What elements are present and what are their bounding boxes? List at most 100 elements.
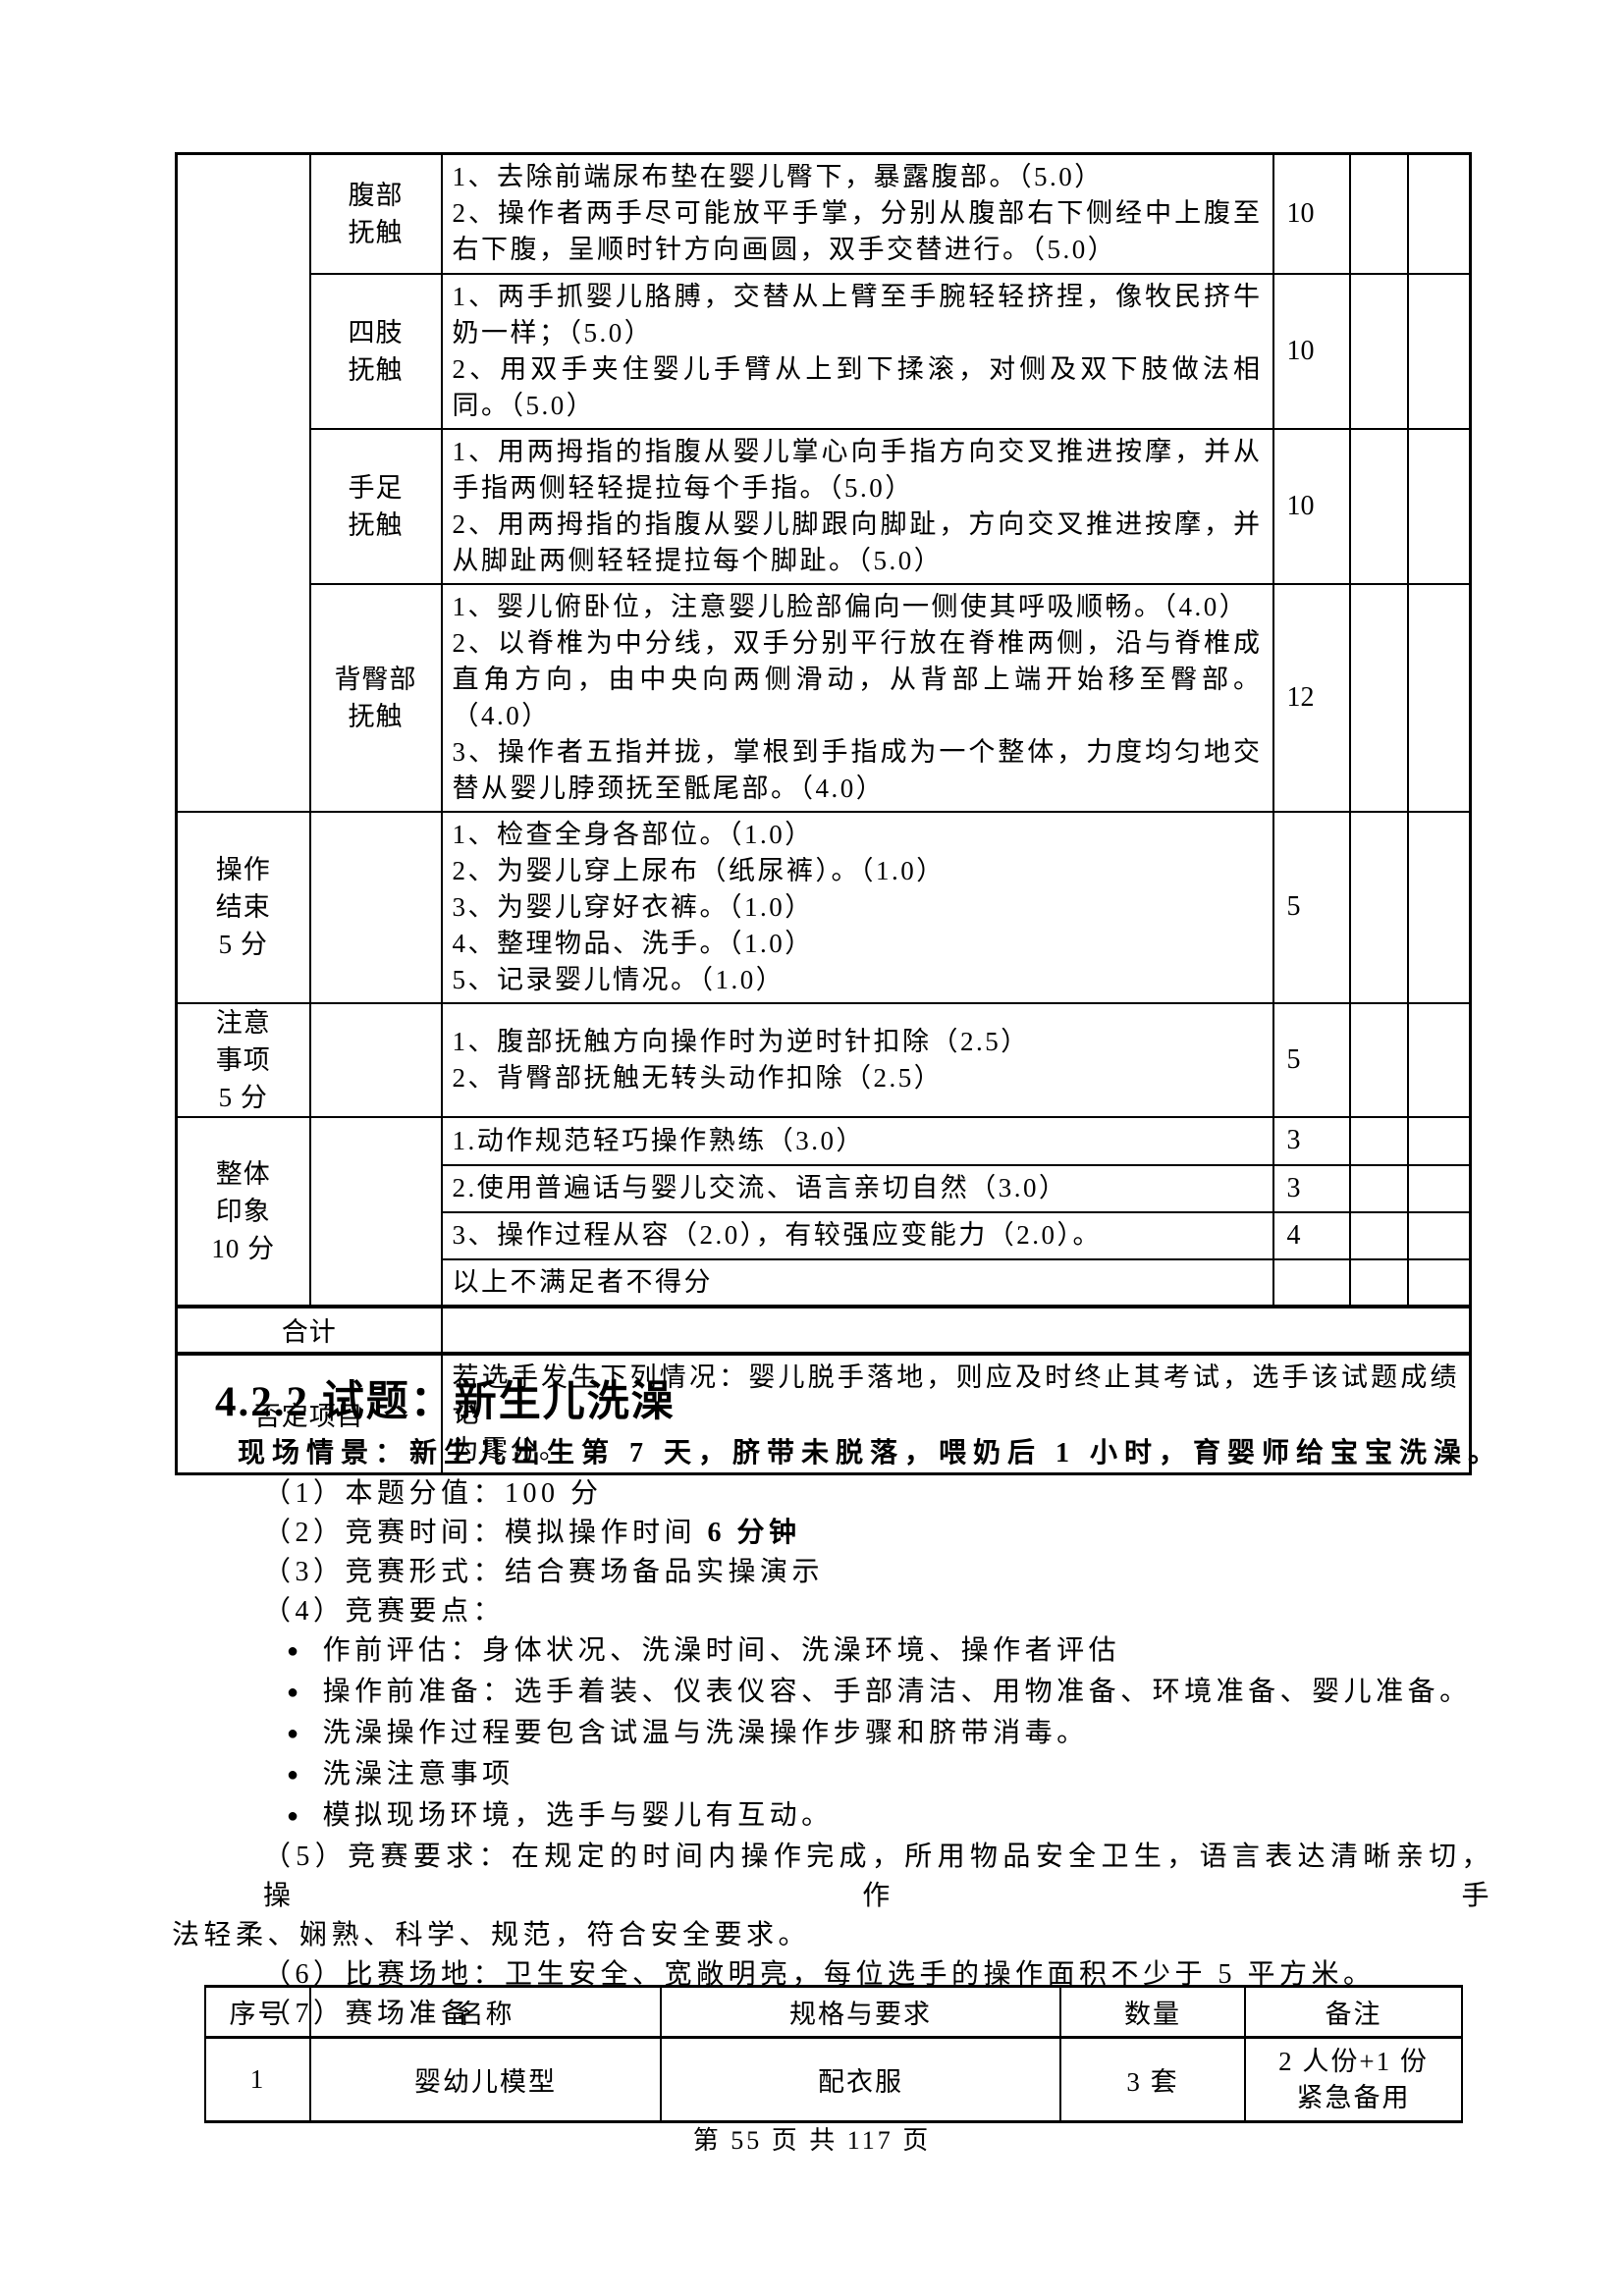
rubric-empty-cell: [1348, 427, 1409, 585]
requirement-item-3: （3）竞赛形式：结合赛场备品实操演示: [263, 1557, 825, 1587]
bullet-item-4: ● 洗澡注意事项: [287, 1755, 1493, 1796]
prep-data-row: 1 婴幼儿模型 配衣服 3 套 2 人份+1 份 紧急备用: [204, 2036, 1463, 2123]
prep-header-name: 名称: [309, 1985, 662, 2039]
rubric-row-notes: 注意 事项 5 分 1、腹部抚触方向操作时为逆时针扣除（2.5） 2、背臀部抚触…: [175, 1001, 1472, 1118]
bullet-icon: ●: [287, 1805, 303, 1827]
rubric-score-cell: 5: [1272, 1001, 1351, 1118]
rubric-empty-cell: [1406, 272, 1472, 430]
scene-line: 现场情景：新生儿出生第 7 天，脐带未脱落，喂奶后 1 小时，育婴师给宝宝洗澡。: [238, 1438, 1503, 1468]
rubric-row-veto: 否定项目 若选手发生下列情况：婴儿脱手落地，则应及时终止其考试，选手该试题成绩记…: [175, 1351, 1472, 1474]
bullet-text: 洗澡注意事项: [322, 1759, 514, 1789]
prep-header-qty: 数量: [1059, 1985, 1246, 2039]
rubric-score-cell: 12: [1272, 582, 1351, 813]
rubric-empty-cell: [1348, 1163, 1409, 1213]
rubric-empty-cell: [1348, 272, 1409, 430]
prep-header-no: 序号: [204, 1985, 311, 2039]
prep-cell-qty: 3 套: [1059, 2036, 1246, 2123]
rubric-desc-cell: 1、两手抓婴儿胳膊，交替从上臂至手腕轻轻挤捏，像牧民挤牛奶一样；（5.0） 2、…: [440, 272, 1274, 430]
bullet-icon: ●: [287, 1682, 303, 1703]
prep-header-spec: 规格与要求: [660, 1985, 1061, 2039]
rubric-empty-cell: [308, 1001, 443, 1118]
rubric-score-cell: 3: [1272, 1163, 1351, 1213]
bullet-text: 操作前准备：选手着装、仪表仪容、手部清洁、用物准备、环境准备、婴儿准备。: [322, 1677, 1472, 1707]
rubric-empty-cell: [1348, 1210, 1409, 1260]
bullet-item-3: ● 洗澡操作过程要包含试温与洗澡操作步骤和脐带消毒。: [287, 1714, 1493, 1755]
rubric-score-cell: 3: [1272, 1115, 1351, 1166]
rubric-desc-cell: 2.使用普遍话与婴儿交流、语言亲切自然（3.0）: [440, 1163, 1274, 1213]
rubric-empty-cell: [1406, 1210, 1472, 1260]
rubric-category-cell: 操作 结束 5 分: [175, 810, 311, 1004]
rubric-row-impression-3: 3、操作过程从容（2.0），有较强应变能力（2.0）。 4: [177, 1210, 1472, 1260]
rubric-row-impression-4: 以上不满足者不得分: [177, 1257, 1472, 1308]
rubric-empty-cell: [1406, 810, 1472, 1004]
rubric-sublabel-cell: 腹部 抚触: [308, 152, 443, 275]
rubric-row-hands-feet: 手足 抚触 1、用两拇指的指腹从婴儿掌心向手指方向交叉推进按摩，并从手指两侧轻轻…: [177, 427, 1472, 585]
rubric-desc-cell: 3、操作过程从容（2.0），有较强应变能力（2.0）。: [440, 1210, 1274, 1260]
bullet-item-5: ● 模拟现场环境，选手与婴儿有互动。: [287, 1796, 1493, 1838]
total-value-cell: [440, 1304, 1472, 1355]
rubric-desc-cell: 1、用两拇指的指腹从婴儿掌心向手指方向交叉推进按摩，并从手指两侧轻轻提拉每个手指…: [440, 427, 1274, 585]
rubric-empty-cell: [1406, 427, 1472, 585]
rubric-empty-cell: [1348, 152, 1409, 275]
rubric-empty-cell: [1348, 1115, 1409, 1166]
veto-label-cell: 否定项目: [175, 1351, 443, 1474]
rubric-empty-cell: [1348, 582, 1409, 813]
requirement-item-2-text: （2）竞赛时间：模拟操作时间: [263, 1518, 708, 1548]
prep-header-row: 序号 名称 规格与要求 数量 备注: [204, 1985, 1463, 2039]
rubric-score-cell: 10: [1272, 272, 1351, 430]
rubric-sublabel-cell: 手足 抚触: [308, 427, 443, 585]
requirement-item-5-line2: 法轻柔、娴熟、科学、规范，符合安全要求。: [172, 1920, 811, 1950]
rubric-row-limbs: 四肢 抚触 1、两手抓婴儿胳膊，交替从上臂至手腕轻轻挤捏，像牧民挤牛奶一样；（5…: [177, 272, 1472, 430]
bullet-icon: ●: [287, 1723, 303, 1744]
bullet-item-1: ● 作前评估：身体状况、洗澡时间、洗澡环境、操作者评估: [287, 1631, 1493, 1673]
rubric-desc-cell: 1、去除前端尿布垫在婴儿臀下，暴露腹部。（5.0） 2、操作者两手尽可能放平手掌…: [440, 152, 1274, 275]
rubric-desc-cell: 1、检查全身各部位。（1.0） 2、为婴儿穿上尿布（纸尿裤）。（1.0） 3、为…: [440, 810, 1274, 1004]
rubric-empty-cell: [1406, 1001, 1472, 1118]
prep-cell-name: 婴幼儿模型: [309, 2036, 662, 2123]
requirement-item-6: （6）比赛场地：卫生安全、宽敞明亮，每位选手的操作面积不少于 5 平方米。: [263, 1959, 1376, 1990]
rubric-score-cell: 10: [1272, 427, 1351, 585]
rubric-empty-cell: [1348, 810, 1409, 1004]
rubric-empty-cell: [1406, 582, 1472, 813]
rubric-score-cell: [1272, 1257, 1351, 1308]
rubric-empty-cell: [308, 1115, 443, 1308]
bullet-icon: ●: [287, 1640, 303, 1662]
requirement-item-2: （2）竞赛时间：模拟操作时间 6 分钟: [263, 1514, 1493, 1553]
prep-cell-spec: 配衣服: [660, 2036, 1061, 2123]
rubric-category-cell: 注意 事项 5 分: [175, 1001, 311, 1118]
rubric-empty-cell: [1348, 1257, 1409, 1308]
rubric-row-total: 合计: [175, 1304, 1472, 1355]
rubric-row-back: 背臀部 抚触 1、婴儿俯卧位，注意婴儿脸部偏向一侧使其呼吸顺畅。（4.0） 2、…: [177, 582, 1472, 813]
bullet-text: 模拟现场环境，选手与婴儿有互动。: [322, 1800, 834, 1831]
prep-cell-no: 1: [204, 2036, 311, 2123]
rubric-desc-cell: 1、婴儿俯卧位，注意婴儿脸部偏向一侧使其呼吸顺畅。（4.0） 2、以脊椎为中分线…: [440, 582, 1274, 813]
rubric-score-cell: 10: [1272, 152, 1351, 275]
rubric-desc-cell: 以上不满足者不得分: [440, 1257, 1274, 1308]
prep-cell-note: 2 人份+1 份 紧急备用: [1244, 2036, 1463, 2123]
rubric-table: 腹部 抚触 1、去除前端尿布垫在婴儿臀下，暴露腹部。（5.0） 2、操作者两手尽…: [175, 152, 1472, 1475]
page-footer: 第 55 页 共 117 页: [692, 2126, 932, 2155]
veto-text-cell: 若选手发生下列情况：婴儿脱手落地，则应及时终止其考试，选手该试题成绩记 为零分。: [440, 1351, 1472, 1474]
rubric-empty-cell: [1406, 1163, 1472, 1213]
rubric-desc-cell: 1、腹部抚触方向操作时为逆时针扣除（2.5） 2、背臀部抚触无转头动作扣除（2.…: [440, 1001, 1274, 1118]
prep-header-note: 备注: [1244, 1985, 1463, 2039]
requirement-item-4: （4）竞赛要点：: [263, 1596, 506, 1627]
rubric-sublabel-cell: 背臀部 抚触: [308, 582, 443, 813]
requirement-item-2-bold: 6 分钟: [707, 1518, 801, 1548]
bullet-text: 作前评估：身体状况、洗澡时间、洗澡环境、操作者评估: [322, 1635, 1121, 1666]
total-label-cell: 合计: [175, 1304, 443, 1355]
requirement-item-5-line1: （5）竞赛要求：在规定的时间内操作完成，所用物品安全卫生，语言表达清晰亲切，操作…: [263, 1842, 1493, 1911]
bullet-icon: ●: [287, 1764, 303, 1786]
rubric-score-cell: 5: [1272, 810, 1351, 1004]
bullet-text: 洗澡操作过程要包含试温与洗澡操作步骤和脐带消毒。: [322, 1718, 1089, 1748]
rubric-sublabel-cell: 四肢 抚触: [308, 272, 443, 430]
rubric-empty-cell: [308, 810, 443, 1004]
section-title: 4.2.2 试题：新生儿洗澡: [215, 1379, 676, 1425]
prep-table: 序号 名称 规格与要求 数量 备注 1 婴幼儿模型 配衣服 3 套 2 人份+1…: [204, 1985, 1463, 2123]
section-4-2-2: 4.2.2 试题：新生儿洗澡 现场情景：新生儿出生第 7 天，脐带未脱落，喂奶后…: [172, 1376, 1503, 2034]
bullet-item-2: ● 操作前准备：选手着装、仪表仪容、手部清洁、用物准备、环境准备、婴儿准备。: [287, 1673, 1493, 1714]
rubric-desc-cell: 1.动作规范轻巧操作熟练（3.0）: [440, 1115, 1274, 1166]
rubric-row-impression-1: 整体 印象 10 分 1.动作规范轻巧操作熟练（3.0） 3: [175, 1115, 1472, 1308]
rubric-row-impression-2: 2.使用普遍话与婴儿交流、语言亲切自然（3.0） 3: [177, 1163, 1472, 1213]
